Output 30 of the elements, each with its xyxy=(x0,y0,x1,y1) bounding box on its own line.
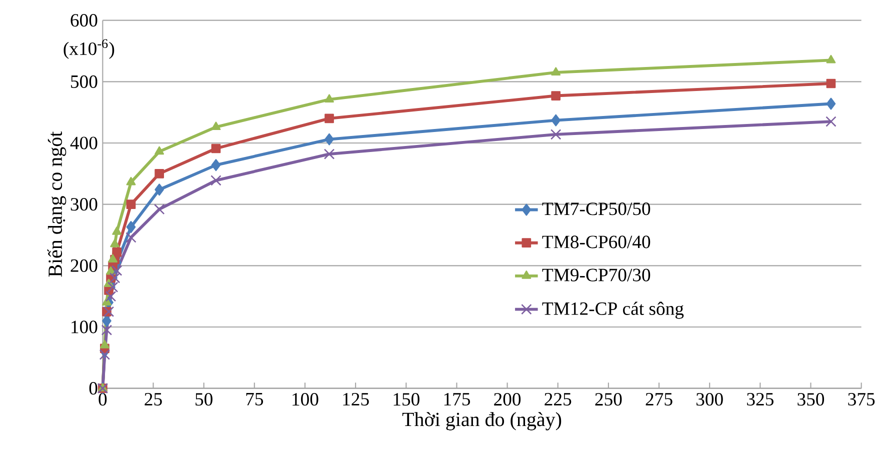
y-tick-label: 0 xyxy=(89,382,98,395)
x-tick-label: 25 xyxy=(144,393,162,406)
y-tick-label: 500 xyxy=(71,75,98,88)
annotation: (x10$^{-6}$) xyxy=(64,39,114,59)
legend-label: TM7-CP50/50 xyxy=(542,202,650,216)
x-tick-label: 250 xyxy=(595,393,622,406)
x-tick-label: 375 xyxy=(848,393,875,406)
x-tick-label: 125 xyxy=(343,393,369,406)
y-tick-label: 600 xyxy=(70,14,98,27)
legend-label: TM8-CP60/40 xyxy=(542,236,650,248)
x-tick-label: 275 xyxy=(646,393,672,406)
x-tick-label: 225 xyxy=(544,393,572,406)
y-tick-label: 200 xyxy=(70,259,98,272)
y-tick-label: 400 xyxy=(70,136,98,150)
x-tick-label: 0 xyxy=(98,393,107,406)
y-tick-label: 100 xyxy=(72,320,98,334)
y-tick-label: 300 xyxy=(70,198,98,211)
x-tick-label: 350 xyxy=(798,393,824,406)
legend-label: TM9-CP70/30 xyxy=(542,268,650,282)
x-tick-label: 150 xyxy=(394,393,420,406)
x-tick-label: 325 xyxy=(747,393,774,406)
x-tick-label: 200 xyxy=(494,393,521,406)
legend-label: TM12-CP cát sông xyxy=(542,302,684,319)
y-axis-title: Biến dạng co ngót xyxy=(47,131,66,277)
x-tick-label: 175 xyxy=(444,393,470,406)
x-tick-label: 75 xyxy=(246,393,264,406)
x-tick-label: 300 xyxy=(696,393,723,406)
x-tick-label: 100 xyxy=(292,393,318,406)
x-axis-title: Thời gian đo (ngày) xyxy=(402,412,562,430)
x-tick-label: 50 xyxy=(196,393,212,406)
